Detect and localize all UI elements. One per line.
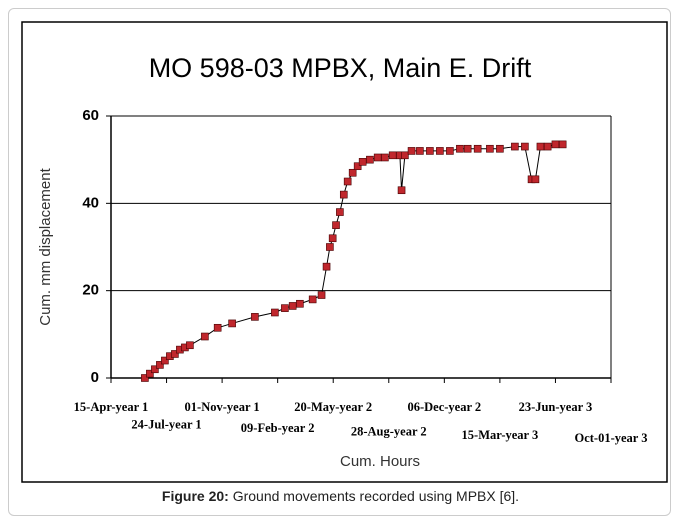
data-point xyxy=(446,147,454,155)
x-tick-label: 23-Jun-year 3 xyxy=(519,400,593,414)
data-point xyxy=(521,142,529,151)
data-point xyxy=(326,243,334,251)
figure-frame xyxy=(8,8,671,516)
data-point xyxy=(496,144,504,153)
data-point xyxy=(317,291,326,299)
data-point xyxy=(186,341,194,350)
data-point xyxy=(328,234,337,243)
data-point xyxy=(171,350,179,358)
data-point xyxy=(353,162,362,171)
x-tick-label: 20-May-year 2 xyxy=(294,400,372,414)
x-tick-label: 09-Feb-year 2 xyxy=(241,421,315,435)
data-point xyxy=(531,175,540,184)
data-point xyxy=(543,142,552,151)
data-point xyxy=(373,153,382,162)
data-point xyxy=(381,153,389,162)
data-point xyxy=(213,323,222,332)
data-point xyxy=(407,147,416,155)
data-point xyxy=(358,158,367,166)
x-tick-label: 24-Jul-year 1 xyxy=(131,418,201,432)
y-tick-label: 60 xyxy=(82,107,99,124)
y-axis-label: Cum. mm displacement xyxy=(37,167,54,325)
data-point xyxy=(401,151,409,160)
x-axis-label: Cum. Hours xyxy=(340,453,420,470)
data-point xyxy=(456,144,464,153)
data-point xyxy=(551,140,560,149)
data-point xyxy=(511,142,519,151)
x-tick-label: 01-Nov-year 1 xyxy=(185,400,260,414)
data-point xyxy=(288,302,297,310)
data-point xyxy=(271,308,279,317)
chart-title: MO 598-03 MPBX, Main E. Drift xyxy=(149,53,532,83)
data-point xyxy=(536,142,545,151)
y-tick-label: 20 xyxy=(82,282,99,299)
data-point xyxy=(281,304,289,312)
data-point xyxy=(161,356,169,365)
data-point xyxy=(348,168,357,177)
x-tick-label: 15-Mar-year 3 xyxy=(462,428,539,442)
caption: Figure 20: Ground movements recorded usi… xyxy=(0,488,681,504)
x-tick-label: 06-Dec-year 2 xyxy=(407,400,481,414)
data-point xyxy=(332,221,340,229)
data-point xyxy=(322,262,331,271)
data-point xyxy=(388,151,397,160)
caption-text: Ground movements recorded using MPBX [6]… xyxy=(228,488,520,504)
data-point xyxy=(436,147,444,155)
data-point xyxy=(251,313,259,321)
data-point xyxy=(343,177,352,186)
data-point xyxy=(397,186,406,195)
data-point xyxy=(146,369,154,378)
data-point xyxy=(201,332,209,341)
data-point xyxy=(141,374,149,382)
x-tick-label: 15-Apr-year 1 xyxy=(74,400,149,414)
data-point xyxy=(486,144,494,153)
caption-label: Figure 20: xyxy=(161,488,229,504)
data-point xyxy=(308,295,317,304)
data-point xyxy=(339,190,348,199)
data-point xyxy=(416,147,424,155)
x-tick-label: 28-Aug-year 2 xyxy=(351,424,427,438)
y-tick-label: 40 xyxy=(82,194,99,211)
y-tick-label: 0 xyxy=(91,369,99,386)
data-point xyxy=(366,155,374,164)
data-point xyxy=(156,361,164,369)
data-point xyxy=(473,144,482,153)
x-tick-label: Oct-01-year 3 xyxy=(574,431,647,445)
data-point xyxy=(426,147,434,155)
chart-border xyxy=(21,21,668,483)
data-point xyxy=(228,319,236,328)
data-point xyxy=(463,144,472,153)
data-point xyxy=(151,365,159,374)
data-point xyxy=(558,140,567,149)
data-point xyxy=(296,299,304,308)
data-point xyxy=(336,208,344,216)
